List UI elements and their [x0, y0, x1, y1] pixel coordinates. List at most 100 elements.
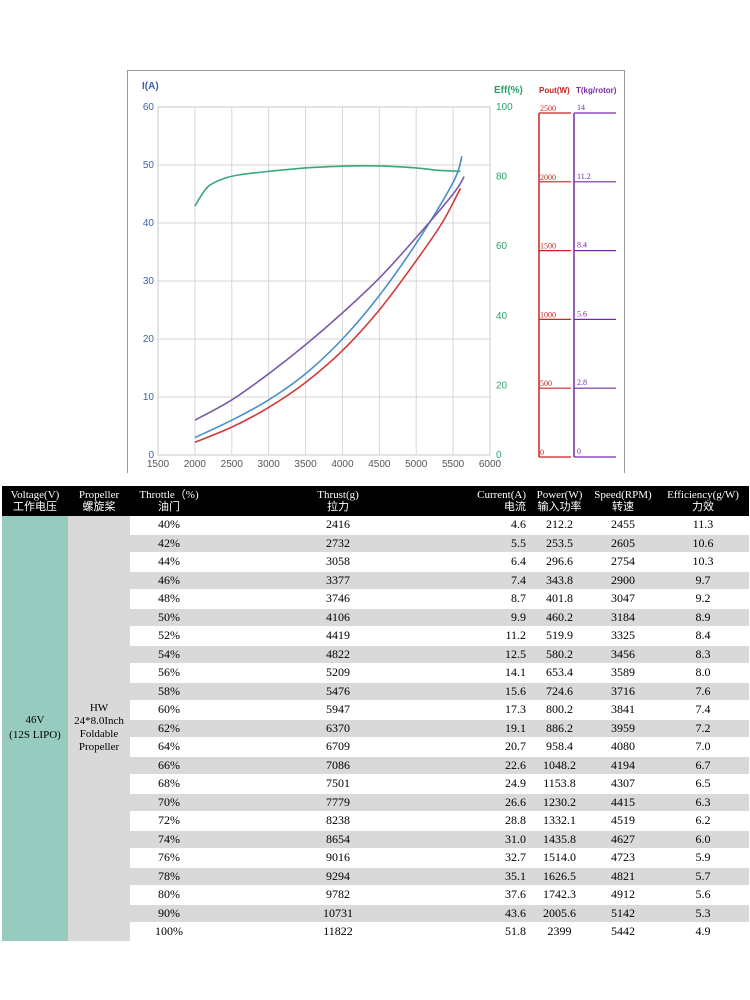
x-tick-label: 4000	[331, 459, 354, 470]
table-row: 56% 5209 14.1 653.4 3589 8.0	[2, 663, 749, 683]
x-tick-label: 3500	[294, 459, 317, 470]
table-cell: 4307	[589, 774, 657, 794]
left-tick-label: 10	[143, 392, 155, 403]
table-cell: 6709	[208, 737, 468, 757]
table-cell: 5.7	[657, 867, 749, 886]
table-cell: 3184	[589, 608, 657, 627]
table-cell: 22.6	[468, 756, 530, 775]
column-header-en: Thrust(g)	[317, 489, 359, 501]
table-cell: 52%	[130, 626, 208, 646]
column-header-cn: 输入功率	[537, 501, 582, 513]
table-cell: 2900	[589, 571, 657, 590]
table-row: 50% 4106 9.9 460.2 3184 8.9	[2, 608, 749, 627]
table-cell: 56%	[130, 663, 208, 683]
table-cell: 11.3	[657, 516, 749, 535]
pout-scale-label: 1500	[540, 242, 556, 251]
table-cell: 31.0	[468, 830, 530, 849]
column-header-en: Speed(RPM)	[594, 489, 652, 501]
table-cell: 43.6	[468, 904, 530, 923]
pout-scale-label: 2500	[540, 104, 556, 113]
column-header-cn: 电流	[504, 501, 526, 513]
table-cell: 5142	[589, 904, 657, 923]
table-cell: 9294	[208, 867, 468, 886]
column-header: Speed(RPM) 转速	[589, 486, 657, 516]
table-row: 46% 3377 7.4 343.8 2900 9.7	[2, 571, 749, 590]
column-header: Current(A) 电流	[468, 486, 530, 516]
thrust-scale-label: 0	[577, 447, 581, 456]
pout-scale-label: 2000	[540, 173, 556, 182]
left-tick-label: 60	[143, 102, 155, 113]
table-cell: 44%	[130, 552, 208, 572]
propeller-text: HW	[89, 702, 109, 715]
table-cell: 3959	[589, 719, 657, 738]
table-cell: 4723	[589, 848, 657, 868]
table-cell: 90%	[130, 904, 208, 923]
thrust-scale-title: T(kg/rotor)	[576, 86, 617, 95]
table-cell: 5.3	[657, 904, 749, 923]
table-cell: 11822	[208, 922, 468, 942]
table-cell: 7086	[208, 756, 468, 775]
table-cell: 3746	[208, 589, 468, 609]
performance-table: Voltage(V) 工作电压 Propeller 螺旋桨 Throttle（%) 油门 T…	[2, 486, 749, 942]
column-header-cn: 转速	[612, 501, 634, 513]
table-cell: 3716	[589, 682, 657, 701]
table-cell: 7779	[208, 793, 468, 812]
table-cell: 7501	[208, 774, 468, 794]
table-cell: 5476	[208, 682, 468, 701]
table-cell: 62%	[130, 719, 208, 738]
table-cell: 42%	[130, 534, 208, 553]
table-cell: 212.2	[530, 516, 589, 535]
table-cell: 1514.0	[530, 848, 589, 868]
table-cell: 2754	[589, 552, 657, 572]
table-cell: 20.7	[468, 737, 530, 757]
table-cell: 1332.1	[530, 811, 589, 831]
left-tick-label: 20	[143, 334, 155, 345]
table-cell: 12.5	[468, 645, 530, 664]
pout-scale-label: 500	[540, 379, 552, 388]
table-cell: 4415	[589, 793, 657, 812]
table-cell: 2732	[208, 534, 468, 553]
table-row: 42% 2732 5.5 253.5 2605 10.6	[2, 534, 749, 553]
table-cell: 6.7	[657, 756, 749, 775]
x-tick-label: 3000	[258, 459, 281, 470]
propeller-text: Propeller	[78, 741, 120, 754]
table-cell: 1742.3	[530, 885, 589, 905]
table-cell: 5.5	[468, 534, 530, 553]
propeller-text: 24*8.0Inch	[74, 715, 124, 728]
table-row: 80% 9782 37.6 1742.3 4912 5.6	[2, 885, 749, 905]
table-row: 48% 3746 8.7 401.8 3047 9.2	[2, 589, 749, 609]
table-row: 100% 11822 51.8 2399 5442 4.9	[2, 922, 749, 942]
column-header: Thrust(g) 拉力	[208, 486, 468, 516]
table-cell: 8.0	[657, 663, 749, 683]
table-cell: 9016	[208, 848, 468, 868]
table-cell: 24.9	[468, 774, 530, 794]
table-cell: 8.7	[468, 589, 530, 609]
column-header-en: Throttle（%)	[139, 489, 199, 501]
table-cell: 6.3	[657, 793, 749, 812]
table-cell: 80%	[130, 885, 208, 905]
table-cell: 9.2	[657, 589, 749, 609]
thrust-scale-label: 5.6	[577, 309, 587, 318]
table-cell: 3841	[589, 700, 657, 720]
table-cell: 724.6	[530, 682, 589, 701]
table-cell: 14.1	[468, 663, 530, 683]
table-cell: 5442	[589, 922, 657, 942]
series-line-i-a	[194, 156, 463, 439]
series-line-t-kg-rotor	[194, 176, 465, 421]
table-cell: 5.6	[657, 885, 749, 905]
table-cell: 10.3	[657, 552, 749, 572]
table-cell: 3047	[589, 589, 657, 609]
right-tick-label: 100	[496, 102, 513, 113]
table-cell: 2605	[589, 534, 657, 553]
table-cell: 6.5	[657, 774, 749, 794]
table-cell: 15.6	[468, 682, 530, 701]
table-row: 44% 3058 6.4 296.6 2754 10.3	[2, 552, 749, 572]
table-cell: 8238	[208, 811, 468, 831]
table-cell: 11.2	[468, 626, 530, 646]
column-header: Propeller 螺旋桨	[68, 486, 130, 516]
table-cell: 2005.6	[530, 904, 589, 923]
table-cell: 296.6	[530, 552, 589, 572]
column-header-cn: 工作电压	[13, 501, 57, 513]
table-cell: 6370	[208, 719, 468, 738]
right-tick-label: 20	[496, 380, 508, 391]
